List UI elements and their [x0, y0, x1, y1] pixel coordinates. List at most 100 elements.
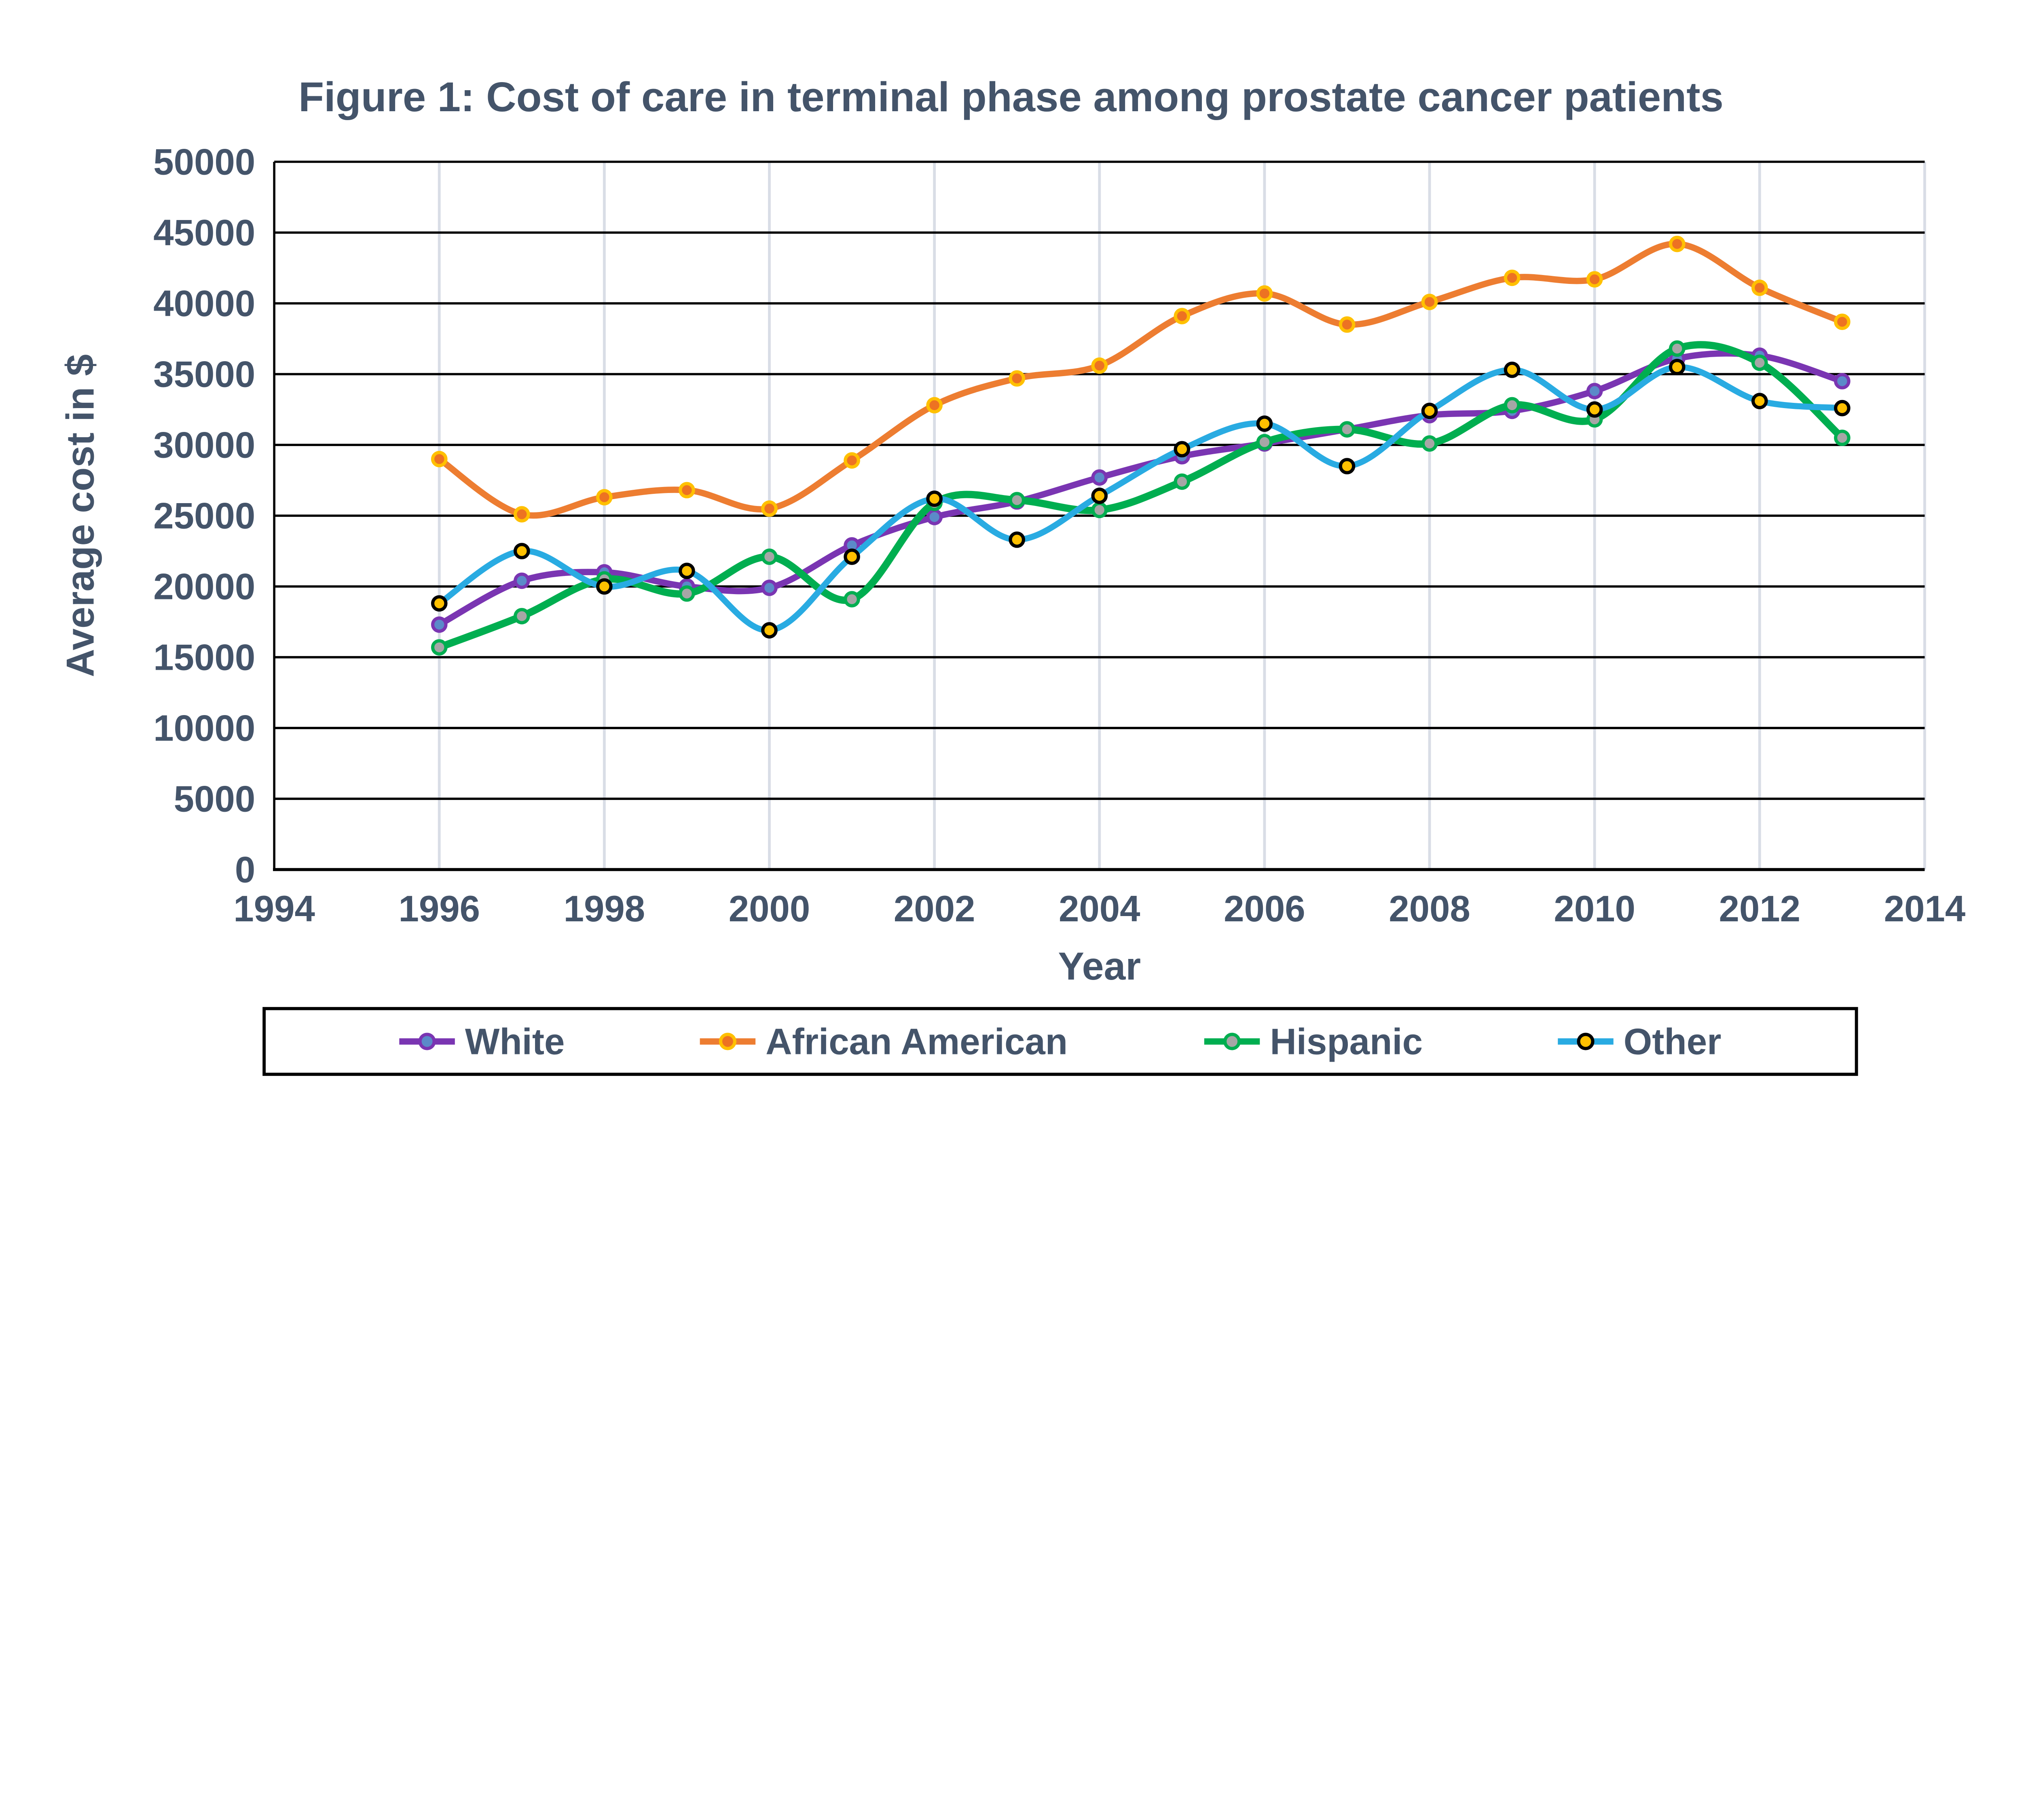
legend-marker-other [1577, 1033, 1595, 1050]
data-point-hispanic [679, 585, 695, 602]
data-point-african-american [1174, 308, 1191, 324]
data-point-hispanic [513, 608, 530, 624]
y-tick-label: 35000 [153, 354, 255, 395]
x-tick-label: 1996 [398, 889, 480, 929]
series-other [431, 359, 1851, 639]
y-tick-label: 0 [235, 849, 255, 890]
data-point-white [761, 580, 778, 596]
legend-label-african-american: African American [766, 1021, 1068, 1062]
x-tick-label: 2004 [1059, 889, 1140, 929]
data-point-hispanic [844, 591, 860, 607]
y-tick-label: 10000 [153, 708, 255, 749]
y-tick-label: 15000 [153, 637, 255, 678]
legend-item-white: White [399, 1021, 565, 1062]
data-point-african-american [761, 500, 778, 517]
data-point-hispanic [1669, 340, 1686, 357]
legend-marker-white [418, 1033, 436, 1050]
series-line-african-american [436, 241, 1846, 519]
series-line-white [436, 350, 1846, 628]
y-axis-tick-labels: 0 5000 10000 15000 20000 25000 30000 35000 40000… [153, 142, 255, 890]
y-tick-label: 45000 [153, 212, 255, 253]
data-point-other [1256, 415, 1273, 432]
figure-container: Figure 1: Cost of care in terminal phase… [58, 74, 1966, 1076]
data-point-other [1586, 401, 1603, 418]
data-point-other [1834, 400, 1851, 417]
y-tick-label: 30000 [153, 425, 255, 466]
x-tick-label: 1998 [564, 889, 645, 929]
data-point-african-american [1256, 285, 1273, 302]
data-point-hispanic [1504, 397, 1521, 414]
data-point-other [1009, 531, 1025, 548]
legend-item-other: Other [1558, 1021, 1721, 1062]
y-tick-label: 40000 [153, 283, 255, 324]
legend-label-other: Other [1624, 1021, 1722, 1062]
legend-label-white: White [465, 1021, 565, 1062]
data-point-african-american [431, 451, 448, 468]
y-tick-label: 50000 [153, 142, 255, 182]
horizontal-gridlines [274, 161, 1925, 800]
x-axis-title: Year [1058, 944, 1141, 988]
x-axis-tick-labels: 1994 1996 1998 2000 2002 2004 2006 2008 2010 2012… [233, 889, 1965, 929]
data-point-hispanic [1339, 421, 1356, 438]
x-tick-label: 2010 [1554, 889, 1635, 929]
data-point-other [1091, 487, 1108, 504]
data-point-other [1174, 441, 1191, 457]
data-point-white [431, 616, 448, 633]
x-tick-label: 2014 [1884, 889, 1966, 929]
data-point-african-american [926, 397, 943, 414]
data-point-african-american [1091, 357, 1108, 374]
data-point-african-american [1009, 370, 1025, 387]
data-point-other [1751, 393, 1768, 409]
y-tick-label: 25000 [153, 495, 255, 536]
legend-marker-african-american [719, 1033, 736, 1050]
data-point-other [926, 490, 943, 507]
line-chart: Figure 1: Cost of care in terminal phase… [58, 74, 1966, 1076]
y-axis-title: Average cost in $ [58, 354, 102, 677]
data-point-african-american [1421, 294, 1438, 310]
x-tick-label: 2000 [729, 889, 810, 929]
data-point-other [431, 595, 448, 612]
y-tick-label: 20000 [153, 566, 255, 607]
legend-label-hispanic: Hispanic [1270, 1021, 1423, 1062]
x-tick-label: 2006 [1224, 889, 1305, 929]
data-point-white [1834, 373, 1851, 389]
data-point-hispanic [1091, 502, 1108, 518]
data-point-hispanic [1256, 434, 1273, 451]
data-point-other [596, 578, 613, 595]
data-point-african-american [679, 482, 695, 499]
data-point-african-american [1586, 271, 1603, 288]
data-point-african-american [1751, 279, 1768, 296]
legend-marker-hispanic [1223, 1033, 1241, 1050]
y-tick-label: 5000 [174, 779, 256, 819]
data-point-hispanic [1751, 354, 1768, 371]
x-tick-label: 2008 [1389, 889, 1470, 929]
legend-item-hispanic: Hispanic [1204, 1021, 1423, 1062]
data-point-other [513, 543, 530, 559]
data-point-african-american [844, 452, 860, 469]
data-point-white [1586, 383, 1603, 400]
data-point-african-american [1834, 313, 1851, 330]
data-point-african-american [596, 489, 613, 506]
data-point-white [513, 572, 530, 589]
chart-title: Figure 1: Cost of care in terminal phase… [298, 74, 1724, 120]
data-point-other [1339, 458, 1356, 474]
legend-item-african-american: African American [700, 1021, 1068, 1062]
data-point-other [679, 563, 695, 579]
legend: White African American Hispanic Other [262, 1007, 1858, 1076]
data-point-african-american [1339, 316, 1356, 333]
series-african-american [431, 235, 1851, 523]
data-point-african-american [513, 506, 530, 523]
data-point-hispanic [1174, 473, 1191, 490]
data-point-white [1091, 469, 1108, 486]
data-point-hispanic [761, 548, 778, 565]
data-point-other [1504, 362, 1521, 378]
series-group [431, 235, 1851, 656]
data-point-african-american [1504, 269, 1521, 286]
data-point-hispanic [1421, 435, 1438, 452]
data-point-other [1669, 359, 1686, 375]
data-point-other [844, 548, 860, 565]
data-point-african-american [1669, 235, 1686, 252]
data-point-hispanic [431, 639, 448, 656]
x-tick-label: 1994 [233, 889, 315, 929]
legend-items: White African American Hispanic Other [399, 1021, 1721, 1062]
